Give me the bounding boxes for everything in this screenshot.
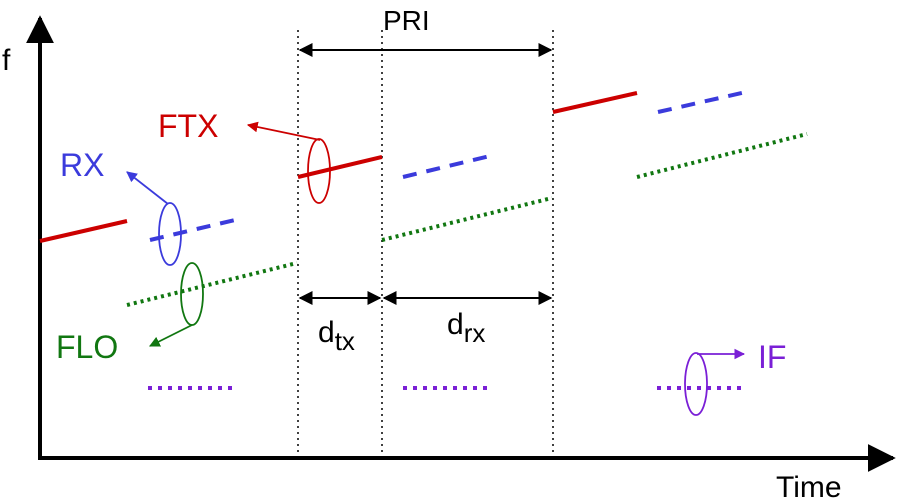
flo-segment-3 (636, 132, 808, 179)
drx-label-main: d (447, 308, 464, 341)
dtx-label-sub: tx (335, 326, 355, 356)
ftx-segment-3 (552, 91, 638, 114)
flo-segment-1 (126, 261, 298, 307)
drx-label-sub: rx (464, 318, 486, 348)
dtx-label-main: d (318, 316, 335, 349)
rx-callout-arrow (126, 171, 169, 205)
ftx-label: FTX (158, 108, 218, 144)
rx-label: RX (60, 147, 104, 183)
pri-label: PRI (383, 5, 430, 36)
rx-callout-ellipse (158, 202, 182, 266)
flo-label: FLO (56, 329, 118, 365)
rx-segment-1 (149, 218, 236, 242)
x-axis-label: Time (776, 471, 842, 502)
ftx-segment-1 (39, 219, 128, 243)
rx-segment-3 (657, 90, 747, 114)
flo-callout-ellipse (180, 262, 204, 326)
drx-label: drx (447, 308, 485, 348)
if-callout-ellipse (684, 352, 708, 416)
ftx-callout-arrow (246, 121, 321, 141)
flo-segment-2 (381, 196, 553, 242)
ftx-segment-2 (297, 155, 383, 179)
flo-callout-arrow (149, 324, 193, 347)
if-label: IF (758, 339, 786, 375)
y-axis-label: f (2, 44, 11, 77)
rx-segment-2 (402, 154, 491, 179)
dtx-label: dtx (318, 316, 355, 356)
